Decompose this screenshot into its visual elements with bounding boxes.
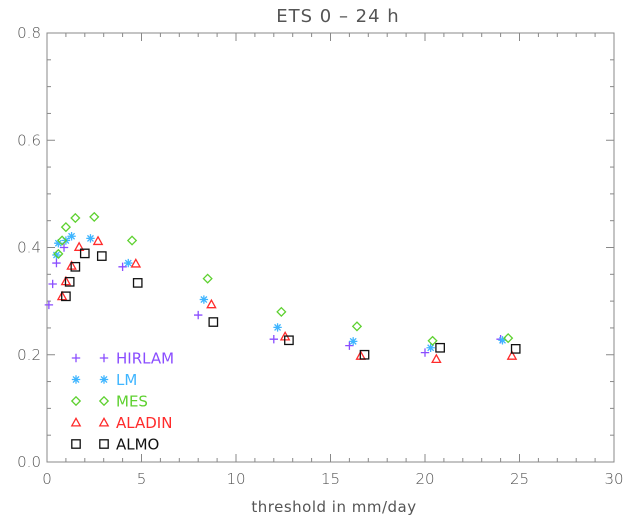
legend: HIRLAM LM MES ALADIN ALMO	[70, 350, 174, 454]
x-tick-label: 5	[137, 470, 147, 488]
almo-point	[64, 276, 75, 287]
x-tick-label: 15	[321, 470, 340, 488]
legend-label-hirlam: HIRLAM	[116, 350, 174, 368]
legend-marker-mes	[98, 395, 110, 407]
y-tick-label: 0.8	[17, 24, 41, 42]
almo-point	[435, 342, 445, 353]
hirlam-point	[59, 243, 69, 252]
mes-point	[126, 235, 138, 246]
legend-marker-hirlam	[71, 353, 81, 363]
mes-point	[351, 321, 363, 332]
almo-point	[284, 335, 294, 346]
hirlam-point	[48, 279, 57, 289]
x-tick-label: 30	[604, 470, 623, 488]
almo-point	[70, 261, 81, 272]
mes-point	[202, 273, 213, 284]
mes-point	[89, 211, 100, 223]
aladin-point	[431, 353, 442, 364]
x-axis-title: threshold in mm/day	[251, 498, 416, 516]
legend-marker-almo	[99, 439, 109, 449]
lm-point	[54, 239, 63, 248]
hirlam-point	[44, 300, 54, 310]
x-tick-label: 10	[226, 470, 245, 488]
almo-point	[61, 291, 71, 302]
lm-point	[86, 234, 95, 243]
y-tick-label: 0.2	[17, 346, 41, 364]
legend-label-almo: ALMO	[116, 436, 159, 454]
lm-point	[348, 337, 358, 346]
x-tick-label: 25	[510, 470, 529, 488]
hirlam-point	[118, 262, 127, 272]
almo-point	[208, 317, 219, 327]
aladin-point	[92, 235, 104, 246]
lm-point	[199, 295, 209, 304]
almo-point	[510, 344, 521, 354]
hirlam-point	[345, 341, 354, 350]
mes-point	[276, 306, 287, 317]
x-tick-label: 0	[42, 470, 52, 488]
chart-title: ETS 0 – 24 h	[276, 6, 399, 27]
legend-marker-lm	[71, 375, 81, 384]
y-tick-label: 0.0	[17, 453, 41, 471]
hirlam-point	[269, 334, 278, 344]
mes-point	[503, 333, 514, 344]
lm-point	[273, 323, 282, 332]
mes-point	[70, 212, 81, 224]
legend-marker-mes	[70, 395, 82, 407]
mes-point	[60, 222, 72, 233]
almo-point	[359, 349, 370, 360]
x-tick-label: 20	[415, 470, 434, 488]
aladin-point	[506, 350, 518, 360]
data-points	[44, 211, 521, 364]
aladin-point	[73, 241, 85, 251]
aladin-point	[206, 298, 217, 309]
y-tick-label: 0.4	[17, 239, 41, 257]
axes: 0 5 10 15 20 25 30 0.0 0.2 0.4 0.6 0.8	[17, 24, 623, 488]
lm-point	[67, 232, 76, 241]
almo-point	[79, 248, 90, 259]
lm-point	[124, 258, 133, 268]
hirlam-point	[420, 348, 430, 357]
legend-marker-aladin	[70, 416, 82, 427]
legend-marker-almo	[71, 439, 81, 449]
legend-marker-hirlam	[99, 353, 109, 363]
y-tick-label: 0.6	[17, 131, 41, 149]
aladin-point	[130, 258, 142, 268]
mes-point	[427, 335, 438, 346]
legend-marker-aladin	[98, 416, 110, 427]
lm-point	[52, 250, 61, 260]
legend-marker-lm	[99, 375, 109, 384]
almo-point	[132, 278, 143, 288]
lm-point	[498, 336, 507, 345]
mes-point	[57, 235, 68, 246]
hirlam-point	[194, 310, 203, 320]
legend-label-lm: LM	[116, 371, 137, 389]
legend-label-mes: MES	[116, 393, 148, 411]
legend-label-aladin: ALADIN	[116, 414, 172, 432]
lm-point	[426, 343, 435, 352]
hirlam-point	[52, 258, 61, 268]
mes-point	[53, 248, 64, 260]
almo-point	[96, 251, 107, 261]
